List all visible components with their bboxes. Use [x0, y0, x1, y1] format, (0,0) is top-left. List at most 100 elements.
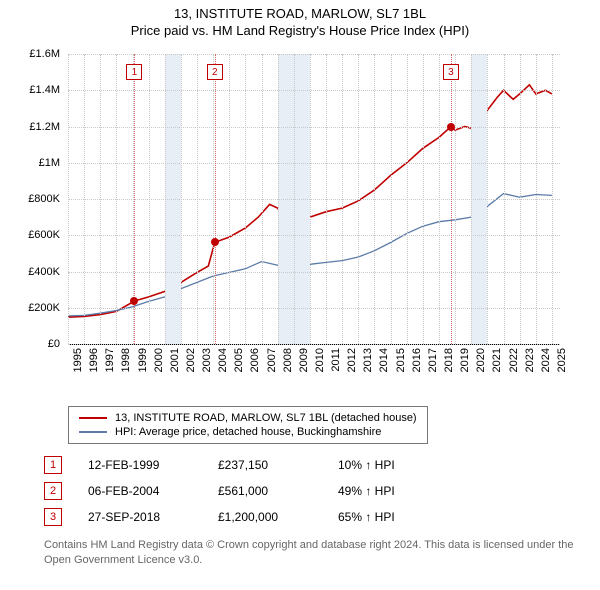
attribution-text: Contains HM Land Registry data © Crown c…: [44, 538, 580, 568]
vgridline: [100, 54, 101, 344]
vgridline: [342, 54, 343, 344]
y-tick-label: £1.2M: [29, 121, 60, 133]
vgridline: [504, 54, 505, 344]
sale-date: 12-FEB-1999: [88, 458, 208, 472]
x-tick-label: 2023: [524, 348, 536, 372]
legend-swatch: [79, 417, 107, 419]
gridline: [68, 235, 560, 236]
vgridline: [245, 54, 246, 344]
y-tick-label: £800K: [28, 193, 60, 205]
x-tick-label: 2009: [298, 348, 310, 372]
sale-number-badge: 2: [44, 482, 62, 500]
sale-number-badge: 3: [44, 508, 62, 526]
vgridline: [326, 54, 327, 344]
vgridline: [374, 54, 375, 344]
chart: £0£200K£400K£600K£800K£1M£1.2M£1.4M£1.6M…: [20, 44, 580, 404]
sale-date: 06-FEB-2004: [88, 484, 208, 498]
title-address: 13, INSTITUTE ROAD, MARLOW, SL7 1BL: [10, 6, 590, 21]
vgridline: [407, 54, 408, 344]
x-tick-label: 2003: [201, 348, 213, 372]
vgridline: [68, 54, 69, 344]
y-axis: £0£200K£400K£600K£800K£1M£1.2M£1.4M£1.6M: [20, 54, 64, 344]
legend-swatch: [79, 431, 107, 433]
x-tick-label: 2022: [508, 348, 520, 372]
sale-price: £237,150: [218, 458, 328, 472]
x-tick-label: 2017: [427, 348, 439, 372]
x-tick-label: 2005: [233, 348, 245, 372]
gridline: [68, 199, 560, 200]
vgridline: [455, 54, 456, 344]
vgridline: [116, 54, 117, 344]
x-tick-label: 1999: [137, 348, 149, 372]
vgridline: [262, 54, 263, 344]
sale-badge: 3: [443, 64, 459, 80]
gridline: [68, 308, 560, 309]
sale-row: 206-FEB-2004£561,00049% ↑ HPI: [44, 478, 580, 504]
sale-pct-vs-hpi: 10% ↑ HPI: [338, 458, 458, 472]
y-tick-label: £1M: [39, 157, 60, 169]
sale-price: £1,200,000: [218, 510, 328, 524]
x-tick-label: 2015: [395, 348, 407, 372]
x-tick-label: 1995: [72, 348, 84, 372]
sale-badge: 1: [126, 64, 142, 80]
x-tick-label: 2007: [266, 348, 278, 372]
sale-marker-line: [451, 54, 452, 344]
y-tick-label: £1.4M: [29, 84, 60, 96]
x-tick-label: 2018: [443, 348, 455, 372]
sale-date: 27-SEP-2018: [88, 510, 208, 524]
x-tick-label: 2001: [169, 348, 181, 372]
vgridline: [197, 54, 198, 344]
sales-table: 1 12-FEB-1999 £237,150 10% ↑ HPI 2 06-FEB-200…: [44, 452, 580, 530]
vgridline: [552, 54, 553, 344]
legend-row: HPI: Average price, detached house, Buck…: [79, 425, 417, 439]
title-subtitle: Price paid vs. HM Land Registry's House …: [10, 23, 590, 38]
gridline: [68, 344, 560, 345]
vgridline: [165, 54, 166, 344]
gridline: [68, 163, 560, 164]
vgridline: [423, 54, 424, 344]
chart-container: 13, INSTITUTE ROAD, MARLOW, SL7 1BL Pric…: [0, 0, 600, 568]
x-tick-label: 2019: [459, 348, 471, 372]
legend-row: 13, INSTITUTE ROAD, MARLOW, SL7 1BL (det…: [79, 411, 417, 425]
sale-dot: [130, 297, 138, 305]
title-block: 13, INSTITUTE ROAD, MARLOW, SL7 1BL Pric…: [0, 0, 600, 40]
x-tick-label: 2010: [314, 348, 326, 372]
y-tick-label: £200K: [28, 302, 60, 314]
vgridline: [439, 54, 440, 344]
gridline: [68, 272, 560, 273]
gridline: [68, 127, 560, 128]
sale-dot: [211, 238, 219, 246]
x-tick-label: 2024: [540, 348, 552, 372]
sale-number-badge: 1: [44, 456, 62, 474]
sale-row: 327-SEP-2018£1,200,00065% ↑ HPI: [44, 504, 580, 530]
x-tick-label: 2013: [362, 348, 374, 372]
legend: 13, INSTITUTE ROAD, MARLOW, SL7 1BL (det…: [68, 406, 428, 444]
gridline: [68, 54, 560, 55]
vgridline: [278, 54, 279, 344]
x-tick-label: 2021: [491, 348, 503, 372]
x-tick-label: 2006: [249, 348, 261, 372]
y-tick-label: £0: [48, 338, 60, 350]
vgridline: [181, 54, 182, 344]
vgridline: [358, 54, 359, 344]
legend-label: 13, INSTITUTE ROAD, MARLOW, SL7 1BL (det…: [115, 412, 417, 424]
vgridline: [294, 54, 295, 344]
y-tick-label: £600K: [28, 229, 60, 241]
x-tick-label: 2016: [411, 348, 423, 372]
sale-row: 1 12-FEB-1999 £237,150 10% ↑ HPI: [44, 452, 580, 478]
x-tick-label: 2008: [282, 348, 294, 372]
vgridline: [84, 54, 85, 344]
vgridline: [471, 54, 472, 344]
y-tick-label: £400K: [28, 266, 60, 278]
legend-label: HPI: Average price, detached house, Buck…: [115, 426, 381, 438]
vgridline: [520, 54, 521, 344]
sale-pct-vs-hpi: 49% ↑ HPI: [338, 484, 458, 498]
plot-area: 123: [68, 54, 560, 345]
x-tick-label: 1996: [88, 348, 100, 372]
x-tick-label: 2025: [556, 348, 568, 372]
x-tick-label: 2020: [475, 348, 487, 372]
sale-marker-line: [215, 54, 216, 344]
x-tick-label: 2002: [185, 348, 197, 372]
vgridline: [229, 54, 230, 344]
x-tick-label: 2012: [346, 348, 358, 372]
